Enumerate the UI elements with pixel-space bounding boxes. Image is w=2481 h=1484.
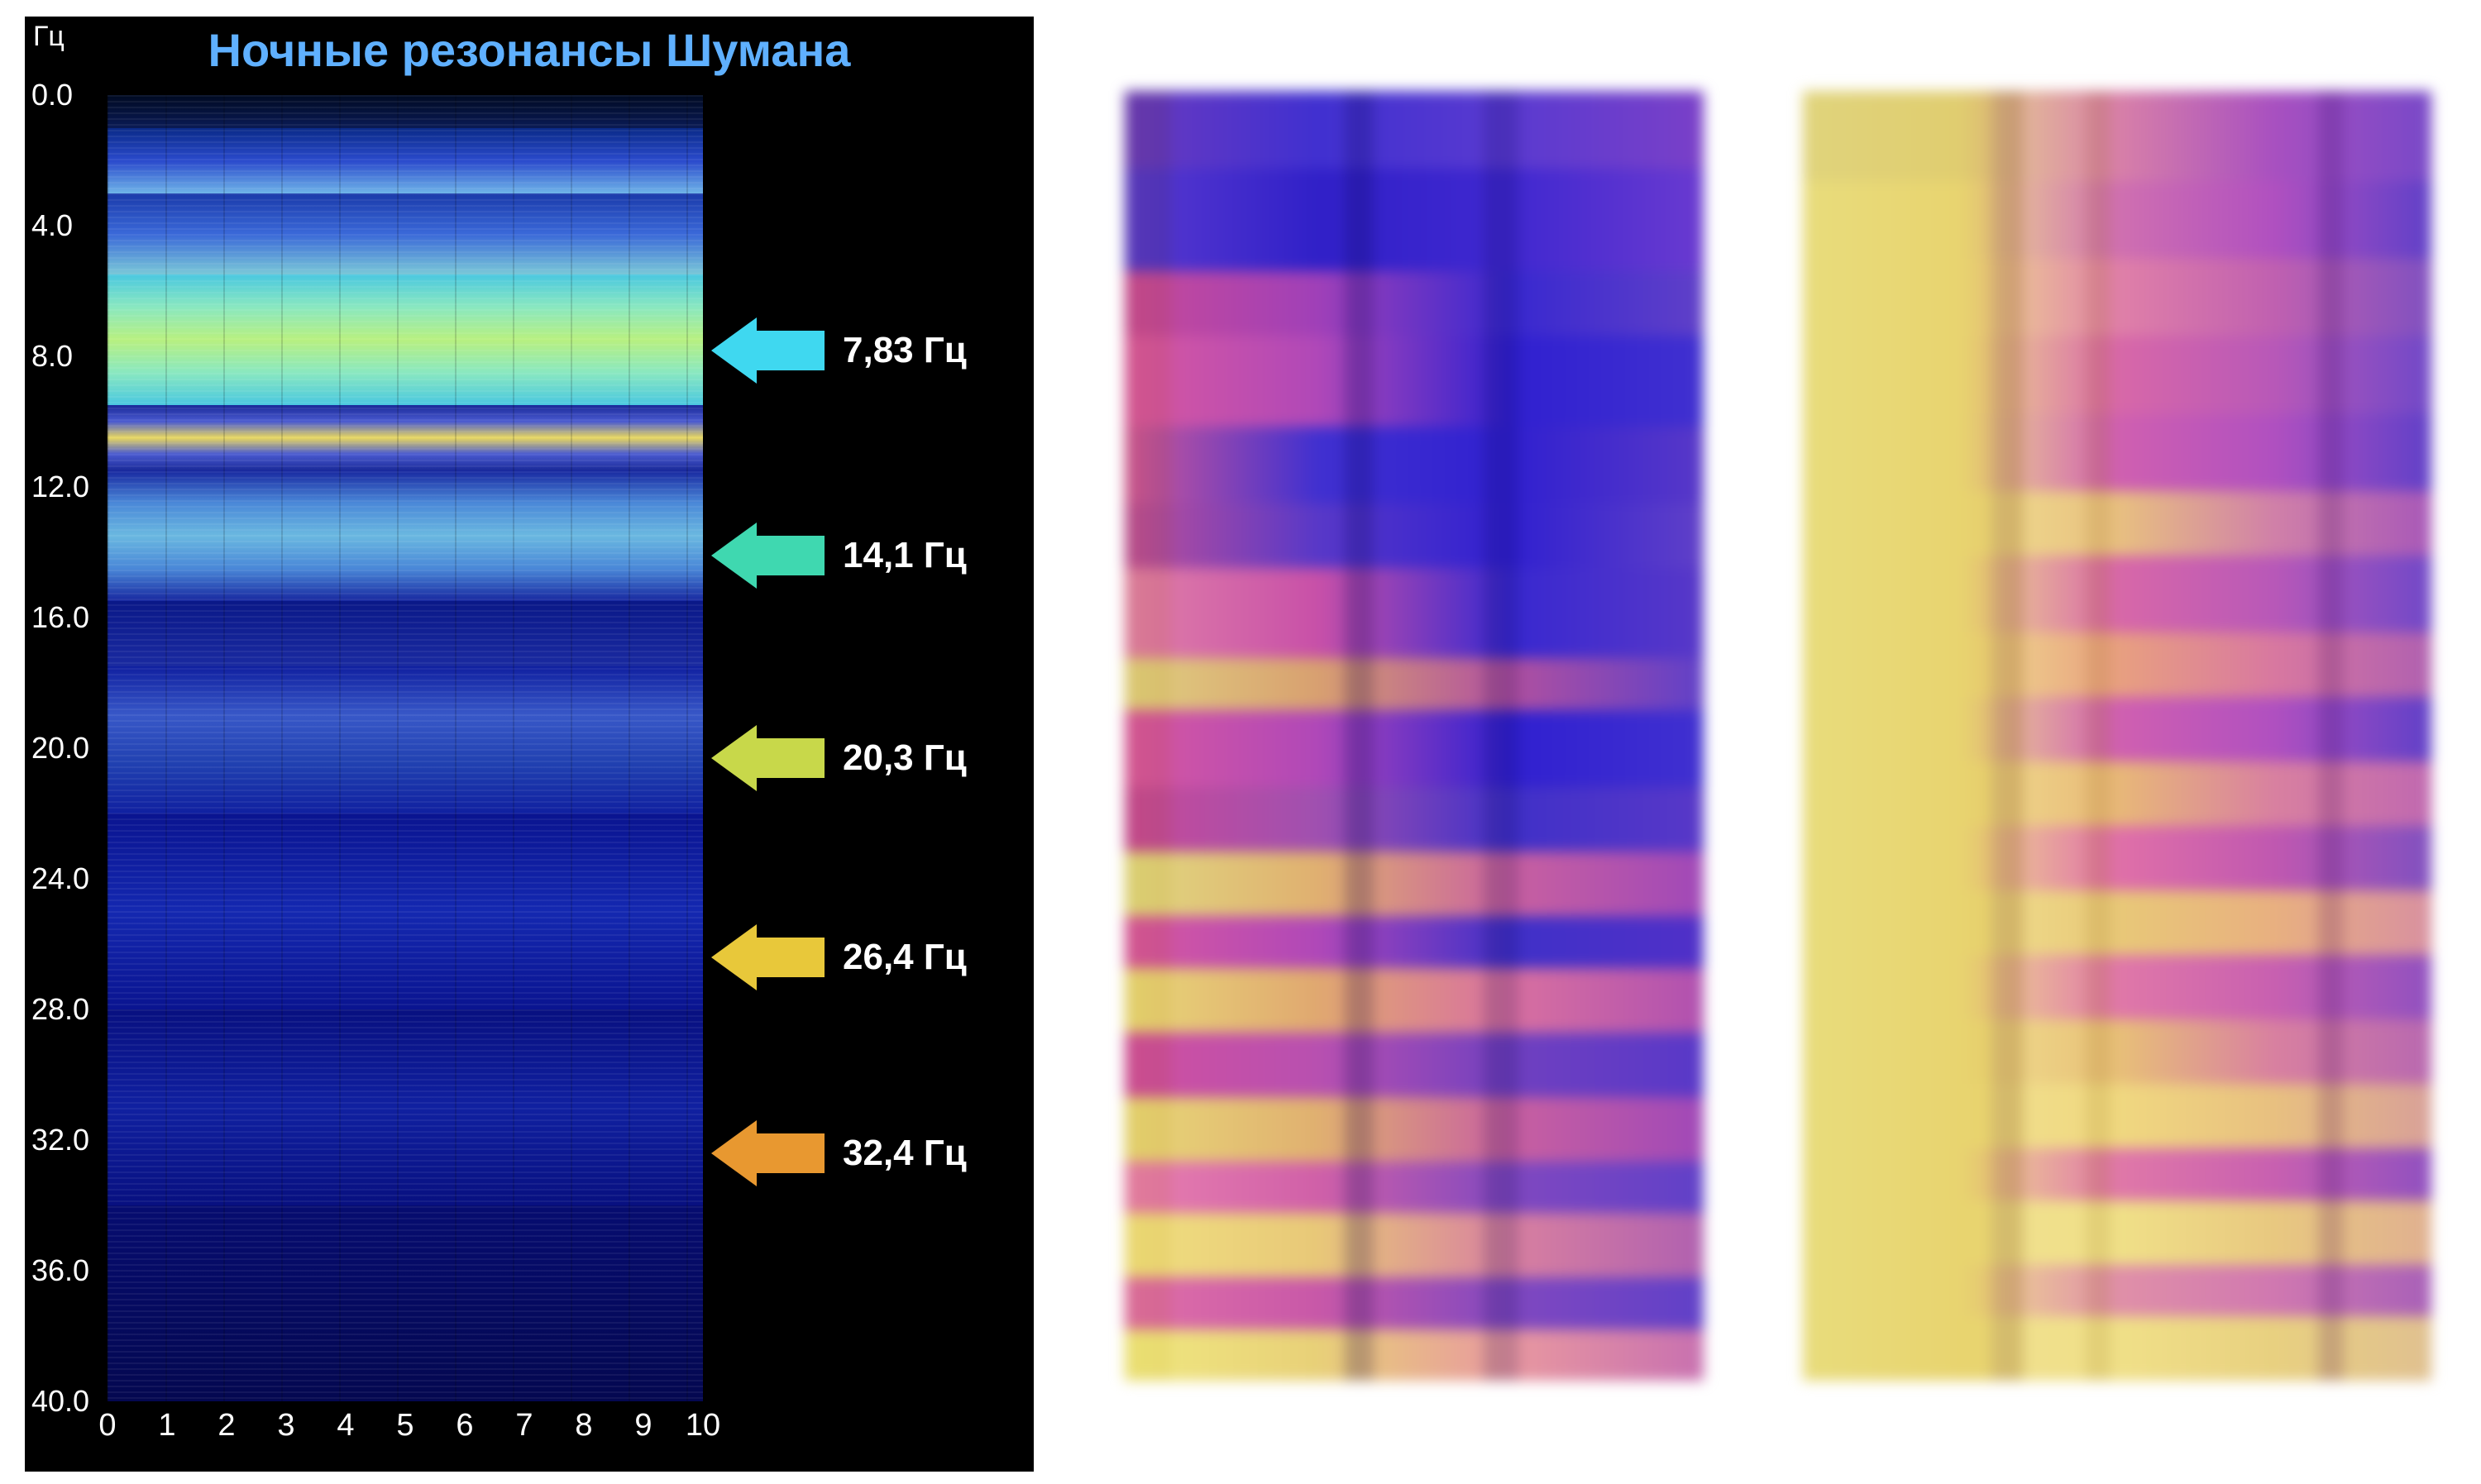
y-tick-label: 8.0 [31, 339, 73, 374]
heatmap-row [1125, 503, 1704, 568]
resonance-arrow: 20,3 Гц [711, 725, 967, 791]
resonance-arrow: 32,4 Гц [711, 1120, 967, 1186]
y-tick-label: 16.0 [31, 600, 89, 635]
resonance-arrow: 14,1 Гц [711, 523, 967, 589]
heatmap-row [1125, 968, 1704, 1033]
page: Гц Ночные резонансы Шумана 0.04.08.012.0… [0, 0, 2481, 1484]
resonance-arrow: 26,4 Гц [711, 924, 967, 990]
arrow-left-icon [711, 523, 757, 589]
arrow-label: 32,4 Гц [843, 1133, 967, 1174]
x-tick-label: 9 [634, 1408, 652, 1443]
y-tick-label: 24.0 [31, 861, 89, 896]
heatmap-row [1125, 169, 1704, 272]
schumann-spectrogram-panel: Гц Ночные резонансы Шумана 0.04.08.012.0… [25, 17, 1034, 1472]
heatmap-row [1125, 710, 1704, 788]
y-tick-label: 0.0 [31, 78, 73, 112]
y-tick-label: 36.0 [31, 1253, 89, 1288]
arrow-left-icon [711, 725, 757, 791]
heatmap-row [1125, 271, 1704, 336]
x-tick-label: 7 [515, 1408, 533, 1443]
heatmap-column-overlay [1803, 91, 1991, 1381]
arrow-left-icon [711, 1120, 757, 1186]
arrow-body [757, 331, 825, 370]
arrow-label: 7,83 Гц [843, 330, 967, 371]
heatmap-row [1125, 427, 1704, 504]
heatmap-column-overlay [1345, 91, 1374, 1381]
heatmap-row [1125, 91, 1704, 169]
heatmap-column-overlay [1991, 91, 2023, 1381]
y-tick-label: 28.0 [31, 992, 89, 1027]
heatmap-row [1125, 568, 1704, 658]
heatmap-row [1125, 916, 1704, 967]
x-tick-label: 5 [396, 1408, 414, 1443]
heatmap-row [1125, 1213, 1704, 1277]
heatmap-column-overlay [2318, 91, 2343, 1381]
spectrogram-plot [108, 95, 703, 1401]
x-tick-label: 2 [218, 1408, 235, 1443]
y-tick-label: 32.0 [31, 1123, 89, 1157]
heatmap-row [1125, 1277, 1704, 1329]
heatmap-column-overlay [1484, 91, 1518, 1381]
arrow-body [757, 738, 825, 778]
x-tick-label: 10 [686, 1408, 720, 1443]
heatmap-column-overlay [2086, 91, 2111, 1381]
x-tick-label: 8 [575, 1408, 592, 1443]
arrow-body [757, 536, 825, 575]
resonance-arrow: 7,83 Гц [711, 317, 967, 384]
x-tick-label: 6 [456, 1408, 473, 1443]
arrow-body [757, 1133, 825, 1173]
spectrogram-texture-overlay [108, 95, 703, 1401]
x-tick-label: 3 [277, 1408, 294, 1443]
chart-title: Ночные резонансы Шумана [25, 23, 1034, 77]
arrow-label: 20,3 Гц [843, 737, 967, 779]
heatmap-row [1125, 1329, 1704, 1381]
y-tick-label: 40.0 [31, 1384, 89, 1419]
y-tick-label: 20.0 [31, 731, 89, 766]
heatmap-row [1125, 1033, 1704, 1097]
heatmap-row [1125, 1097, 1704, 1162]
right-heatmap-panel [1803, 91, 2431, 1381]
y-tick-label: 4.0 [31, 208, 73, 243]
center-heatmap-panel [1125, 91, 1704, 1381]
arrow-left-icon [711, 317, 757, 384]
arrow-body [757, 938, 825, 977]
heatmap-column-overlay [1125, 91, 1171, 1381]
x-tick-label: 0 [98, 1408, 116, 1443]
heatmap-row [1125, 787, 1704, 852]
x-tick-label: 4 [337, 1408, 354, 1443]
arrow-label: 26,4 Гц [843, 937, 967, 978]
arrow-left-icon [711, 924, 757, 990]
heatmap-row [1125, 852, 1704, 916]
heatmap-row [1125, 336, 1704, 426]
heatmap-row [1125, 1162, 1704, 1213]
y-tick-label: 12.0 [31, 470, 89, 504]
x-tick-label: 1 [158, 1408, 175, 1443]
arrow-label: 14,1 Гц [843, 535, 967, 576]
heatmap-row [1125, 658, 1704, 709]
